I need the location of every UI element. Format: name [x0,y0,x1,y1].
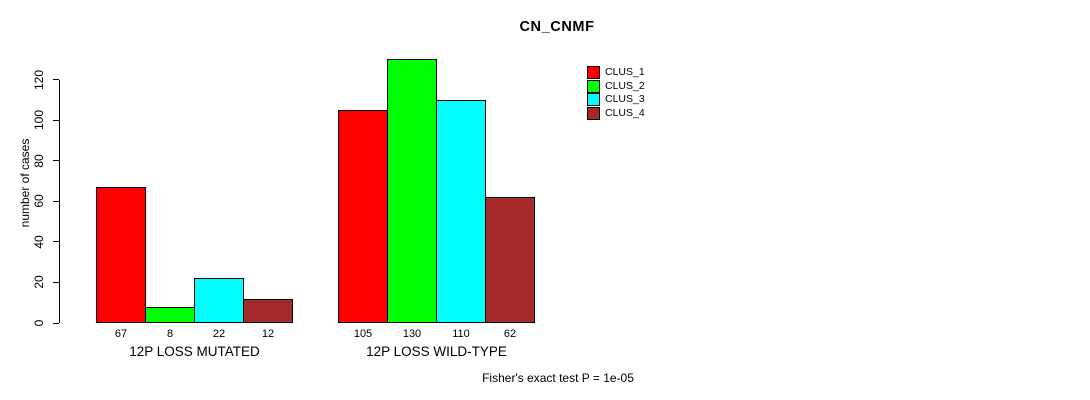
legend: CLUS_1 CLUS_2 CLUS_3 CLUS_4 [587,66,645,121]
bar-value-label: 8 [166,328,174,340]
bar-value-label: 62 [503,328,517,340]
legend-item-clus_2: CLUS_2 [587,79,645,94]
bar-clus_4 [485,197,535,323]
y-tick-label: 60 [32,194,46,209]
chart-title: CN_CNMF [519,19,595,35]
y-tick-label: 120 [32,69,46,90]
y-tick-label: 20 [32,275,46,290]
legend-swatch-clus_2 [587,79,600,93]
legend-swatch-clus_3 [587,93,600,107]
category-label: 12P LOSS MUTATED [129,344,260,359]
legend-label: CLUS_3 [605,93,645,106]
bar-clus_2 [387,59,437,323]
legend-label: CLUS_1 [605,66,645,79]
footnote-fisher-test: Fisher's exact test P = 1e-05 [482,371,634,385]
y-tick-mark [53,200,59,202]
bar-value-label: 130 [402,328,422,340]
y-tick-mark [53,119,59,121]
category-label: 12P LOSS WILD-TYPE [366,344,507,359]
bar-value-label: 12 [261,328,275,340]
bar-value-label: 110 [452,328,470,340]
y-tick-label: 100 [32,110,46,131]
y-tick-mark [53,281,59,283]
y-tick-mark [53,79,59,81]
bar-clus_1 [338,110,388,323]
y-tick-label: 0 [32,319,46,327]
y-tick-mark [53,160,59,162]
legend-item-clus_1: CLUS_1 [587,66,645,80]
bar-value-label: 105 [353,328,373,340]
bar-clus_4 [243,299,293,323]
legend-label: CLUS_4 [605,107,645,120]
bar-clus_1 [96,187,146,323]
bar-value-label: 22 [212,328,226,340]
legend-swatch-clus_4 [587,107,600,121]
y-axis-line [59,79,60,323]
legend-swatch-clus_1 [587,66,600,80]
y-tick-mark [53,241,59,243]
legend-label: CLUS_2 [605,79,645,92]
bar-clus_3 [194,278,244,323]
legend-item-clus_3: CLUS_3 [587,93,645,107]
bar-clus_3 [436,100,486,323]
bar-clus_2 [145,307,195,323]
y-tick-mark [53,322,59,324]
y-tick-label: 80 [32,154,46,168]
bar-value-label: 67 [114,328,128,340]
y-axis-title: number of cases [18,138,32,228]
y-tick-label: 40 [32,235,46,249]
legend-item-clus_4: CLUS_4 [587,107,645,121]
